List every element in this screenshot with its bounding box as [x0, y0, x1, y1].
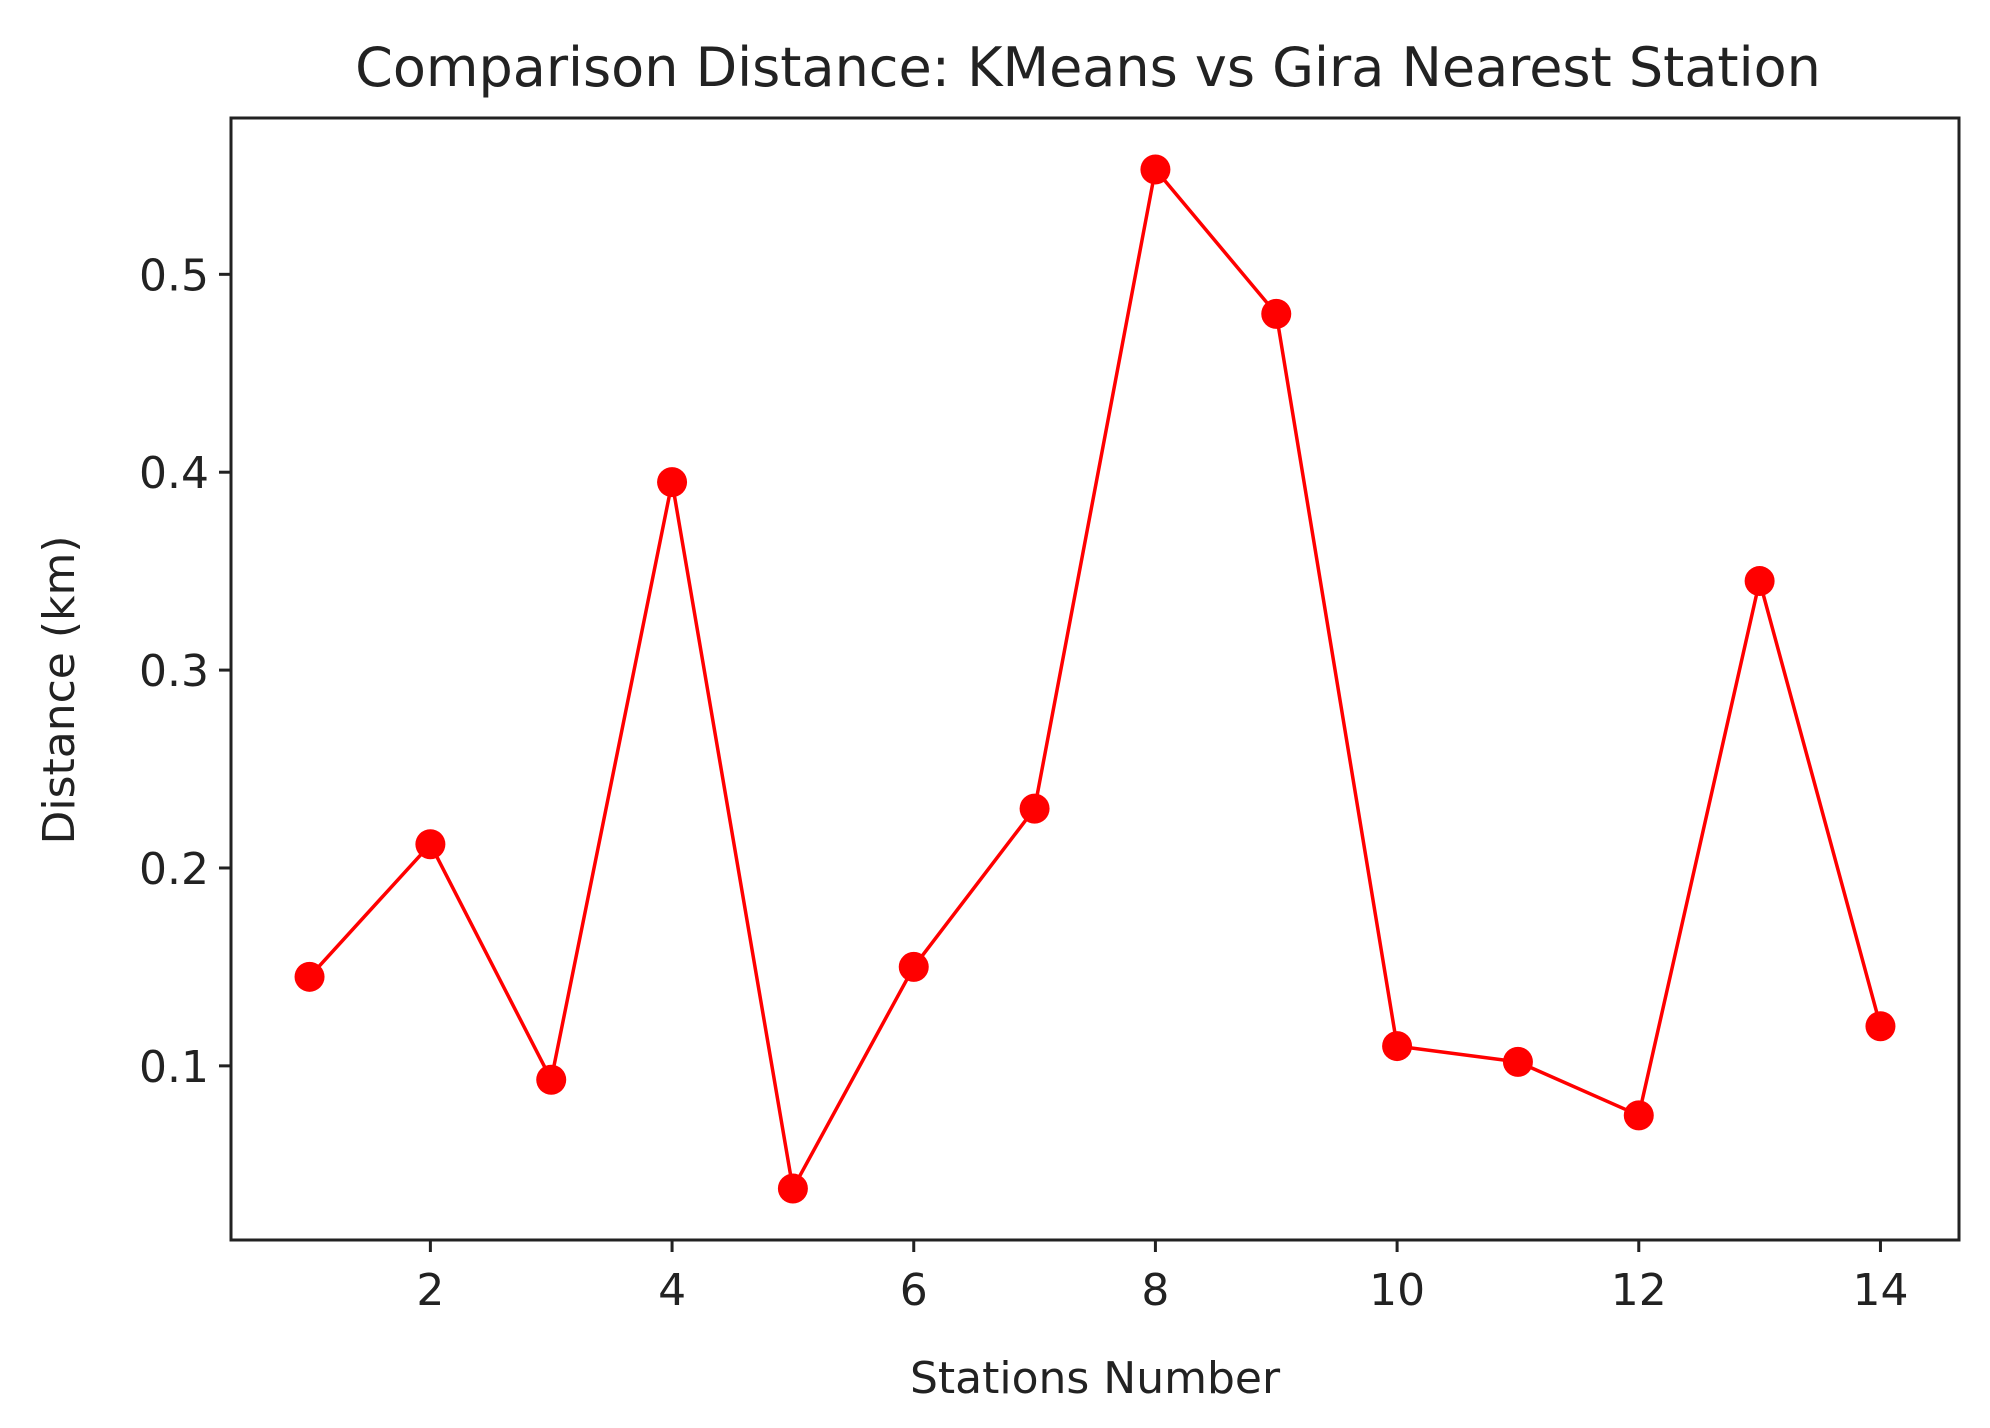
- y-tick-label: 0.2: [139, 844, 209, 895]
- y-tick-label: 0.5: [139, 250, 209, 301]
- data-point: [1744, 566, 1775, 597]
- data-point: [1382, 1031, 1413, 1062]
- y-tick-label: 0.1: [139, 1042, 209, 1093]
- x-tick-label: 14: [1852, 1265, 1908, 1316]
- plot-frame: [229, 116, 1961, 1242]
- data-point: [294, 961, 325, 992]
- x-tick-label: 4: [658, 1265, 686, 1316]
- x-tick-label: 12: [1611, 1265, 1667, 1316]
- x-tick-label: 10: [1369, 1265, 1425, 1316]
- x-tick-label: 8: [1141, 1265, 1169, 1316]
- chart-title: Comparison Distance: KMeans vs Gira Near…: [355, 36, 1821, 99]
- data-point: [1623, 1100, 1654, 1131]
- data-point: [536, 1064, 567, 1095]
- data-point: [1019, 793, 1050, 824]
- y-axis-ticks: 0.1 0.2 0.3 0.4 0.5: [139, 250, 231, 1093]
- x-axis-label: Stations Number: [910, 1353, 1281, 1404]
- data-point: [777, 1173, 808, 1204]
- data-point: [1261, 298, 1292, 329]
- series-line: [308, 167, 1883, 1191]
- data-point: [657, 467, 688, 498]
- data-point: [1140, 154, 1171, 185]
- plot-area: [294, 154, 1896, 1204]
- y-axis-label: Distance (km): [34, 535, 85, 844]
- x-tick-label: 6: [900, 1265, 928, 1316]
- data-point: [1865, 1011, 1896, 1042]
- y-tick-label: 0.3: [139, 646, 209, 697]
- y-tick-label: 0.4: [139, 448, 209, 499]
- data-point: [1502, 1046, 1533, 1077]
- x-tick-label: 2: [416, 1265, 444, 1316]
- x-axis-ticks: 2 4 6 8 10 12 14: [416, 1240, 1908, 1316]
- data-point: [415, 829, 446, 860]
- data-point: [898, 951, 929, 982]
